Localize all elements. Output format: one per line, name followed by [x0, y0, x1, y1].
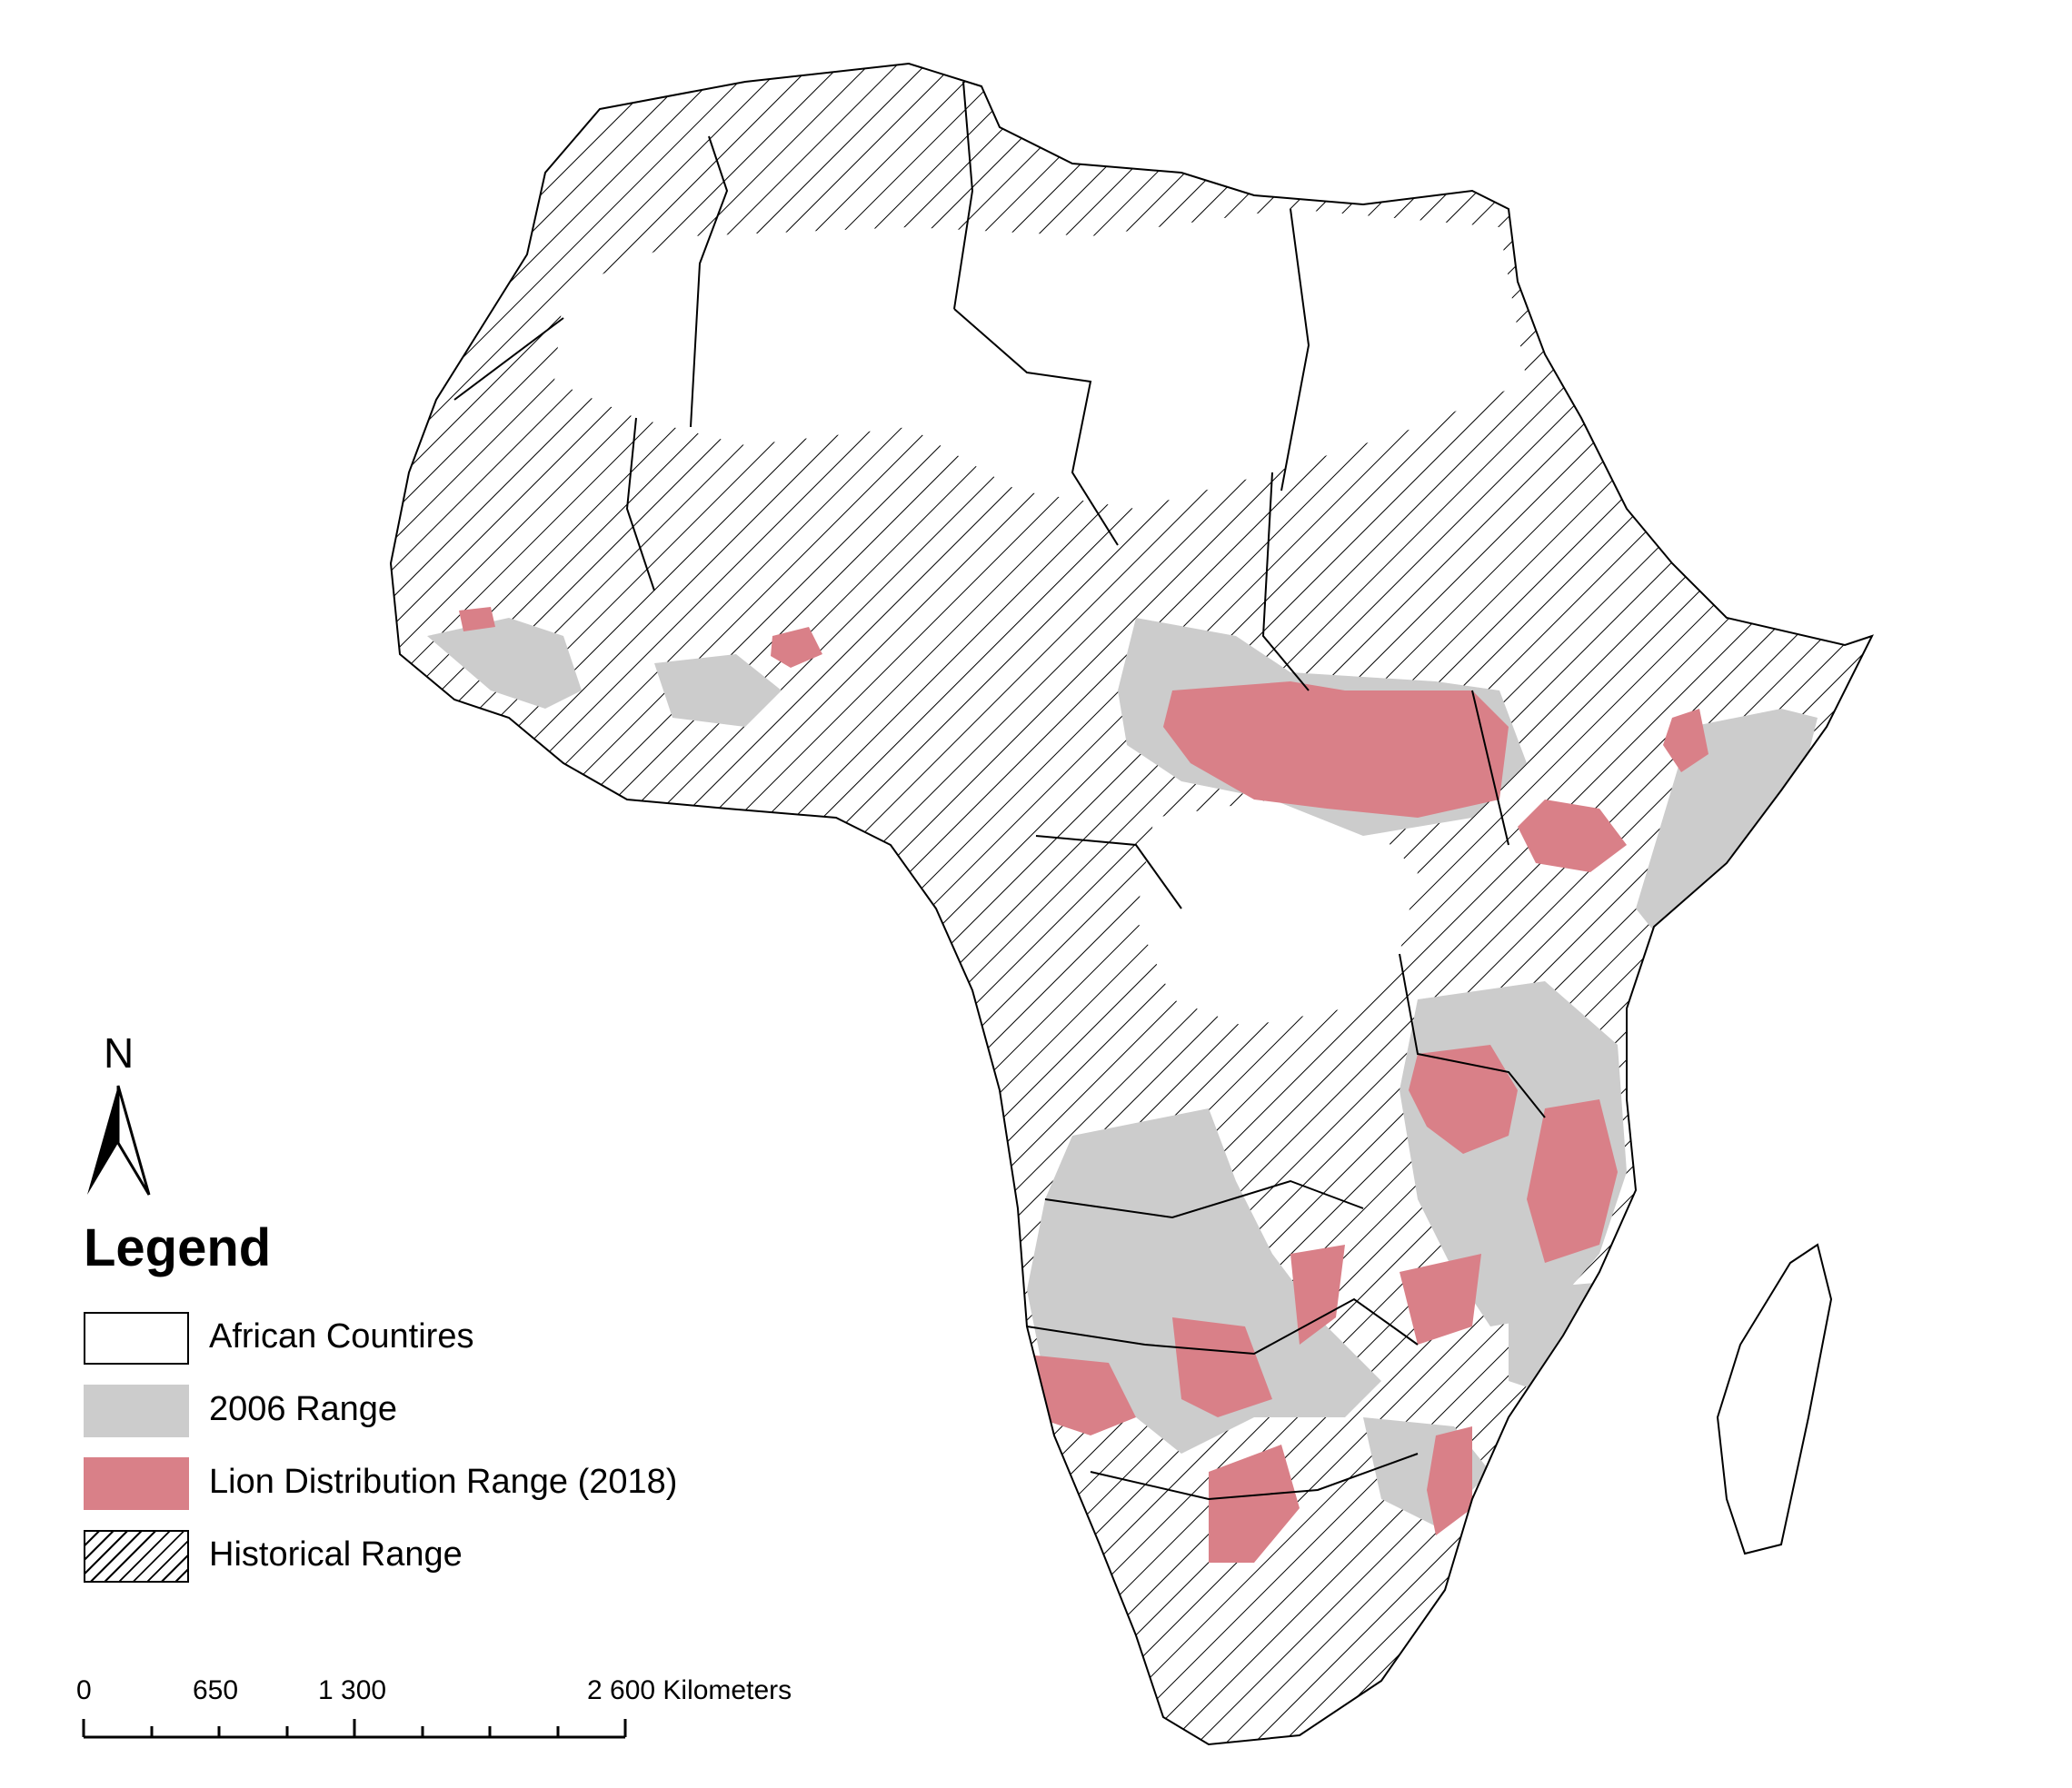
north-label: N	[104, 1029, 134, 1077]
legend-label: African Countires	[209, 1317, 474, 1356]
lion-range-2018-central-africa	[1163, 681, 1509, 818]
lion-range-2018-southern-africa	[1427, 1426, 1472, 1535]
lion-range-2018-areas	[459, 607, 1708, 1563]
lion-range-2018-west-africa	[459, 607, 495, 631]
legend-item-african-countries: African Countires	[84, 1312, 811, 1366]
legend-item-lion-range-2018: Lion Distribution Range (2018)	[84, 1457, 811, 1512]
range-2006-southern-africa	[1027, 1108, 1381, 1454]
legend-swatch-2006-range	[84, 1385, 189, 1437]
madagascar-outline	[1716, 1243, 1833, 1555]
legend-swatch-lion-range-2018	[84, 1457, 189, 1510]
lion-range-2018-west-africa	[771, 627, 822, 668]
country-borders	[453, 81, 1546, 1501]
legend-label: Historical Range	[209, 1535, 463, 1574]
scale-bar	[82, 1719, 627, 1739]
legend-swatch-historical-range	[84, 1530, 189, 1583]
legend-label: Lion Distribution Range (2018)	[209, 1463, 678, 1501]
range-2006-west-africa	[427, 618, 582, 709]
lion-range-2018-southern-africa	[1209, 1445, 1300, 1563]
lion-range-2018-east-africa	[1527, 1099, 1618, 1263]
legend-item-2006-range: 2006 Range	[84, 1385, 811, 1439]
legend-item-historical-range: Historical Range	[84, 1530, 811, 1584]
lion-range-2018-southern-africa	[1172, 1317, 1272, 1417]
north-arrow	[87, 1085, 151, 1196]
scale-label-2600: 2 600 Kilometers	[587, 1675, 792, 1705]
lion-range-2018-east-africa	[1409, 1045, 1518, 1154]
range-2006-west-africa	[654, 654, 782, 727]
scale-label-650: 650	[193, 1675, 239, 1705]
range-2006-southern-africa	[1509, 1281, 1627, 1399]
legend-title: Legend	[84, 1218, 272, 1277]
scale-label-1300: 1 300	[318, 1675, 387, 1705]
lion-range-2018-east-africa	[1663, 709, 1708, 772]
congo-basin-no-range	[1136, 800, 1418, 1027]
sahara-no-range	[554, 209, 1527, 509]
north-arrow-left-half	[87, 1086, 118, 1195]
lion-range-2018-east-africa	[1518, 800, 1627, 872]
north-arrow-right-half	[116, 1085, 151, 1196]
lion-range-2018-southern-africa	[1400, 1254, 1481, 1345]
legend-label: 2006 Range	[209, 1390, 398, 1428]
scale-label-0: 0	[76, 1675, 92, 1705]
lion-range-2018-southern-africa	[1290, 1245, 1345, 1345]
legend-swatch-countries	[84, 1312, 189, 1365]
